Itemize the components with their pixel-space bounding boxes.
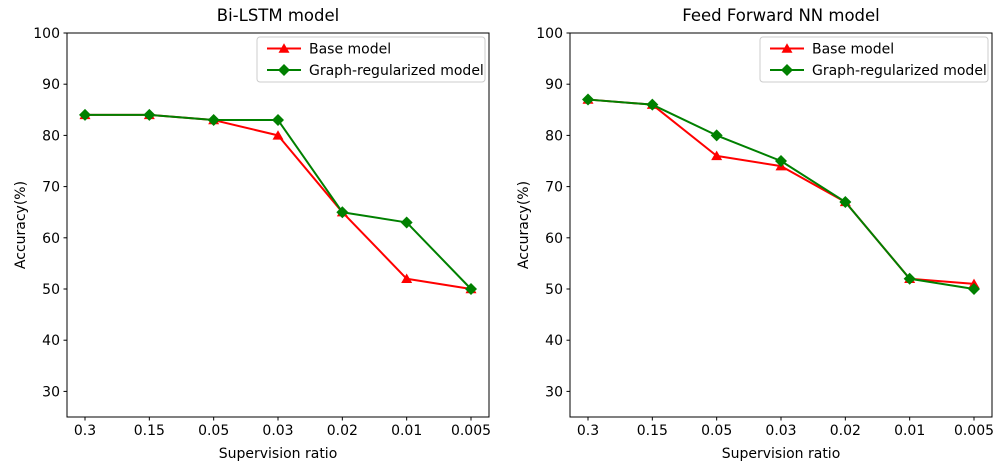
y-tick-label: 90 [42,77,60,93]
x-tick-label: 0.3 [74,423,96,439]
y-tick-label: 90 [545,77,563,93]
marker-diamond-icon [710,129,723,142]
marker-diamond-icon [775,155,787,167]
marker-diamond-icon [582,93,594,106]
plot-title: Feed Forward NN model [682,6,880,25]
marker-diamond-icon [143,108,156,121]
y-tick-label: 100 [536,26,563,42]
x-tick-label: 0.02 [327,423,358,439]
marker-diamond-icon [839,195,852,208]
legend-entry-label: Graph-regularized model [309,63,484,79]
legend-entry-label: Base model [309,42,391,58]
y-tick-label: 100 [33,26,60,42]
y-tick-label: 60 [42,231,60,247]
marker-diamond-icon [903,272,916,285]
plot-title: Bi-LSTM model [217,6,339,25]
marker-triangle-icon [711,150,723,161]
subplot-feedforward: 30 40 50 60 70 80 90 100 0.3 0.15 0.05 0.03 0.02 0.01… [516,6,994,462]
x-axis-label: Supervision ratio [219,446,338,462]
y-tick-label: 70 [42,180,60,196]
y-tick-label: 80 [545,128,563,144]
y-tick-label: 30 [42,384,60,400]
subplot-bilstm: 30 40 50 60 70 80 90 100 0.3 0.15 0.05 0.03 0.02 0.01… [13,6,491,462]
marker-diamond-icon [400,216,413,229]
legend-box [759,36,989,83]
x-tick-label: 0.03 [765,423,796,439]
marker-diamond-icon [646,98,659,111]
x-tick-label: 0.005 [954,423,994,439]
y-axis-label: Accuracy(%) [516,181,532,269]
y-tick-label: 70 [545,180,563,196]
series-line-base-model [587,98,975,285]
y-tick-label: 50 [42,282,60,298]
legend-box [256,36,486,83]
x-tick-label: 0.15 [637,423,668,439]
marker-diamond-icon [336,206,349,219]
x-tick-label: 0.02 [830,423,861,439]
legend-marker-diamond-icon [278,64,290,76]
x-axis-label: Supervision ratio [722,446,841,462]
y-tick-label: 80 [42,128,60,144]
marker-diamond-icon [79,108,91,121]
y-tick-label: 40 [42,333,60,349]
series-line-base-model [85,113,472,290]
series-line-graph-regularized-model [587,98,975,290]
plot-border [66,32,490,418]
legend: Base model Graph-regularized model [256,36,486,83]
plot-border [569,32,993,418]
marker-triangle-icon [401,273,413,283]
legend-marker-triangle-icon [781,43,793,53]
x-tick-label: 0.01 [894,423,925,439]
marker-diamond-icon [207,114,220,127]
legend-marker-triangle-icon [278,43,290,53]
y-tick-label: 40 [545,333,563,349]
y-tick-label: 50 [545,282,563,298]
marker-diamond-icon [272,114,284,127]
y-tick-label: 30 [545,384,563,400]
x-tick-label: 0.005 [451,423,491,439]
legend-entry-label: Base model [812,42,894,58]
marker-diamond-icon [465,283,477,295]
x-tick-label: 0.3 [577,423,599,439]
marker-diamond-icon [968,283,980,295]
legend: Base model Graph-regularized model [759,36,989,83]
x-tick-label: 0.03 [262,423,293,439]
x-tick-label: 0.01 [391,423,422,439]
x-tick-label: 0.15 [134,423,165,439]
x-tick-label: 0.05 [701,423,732,439]
marker-triangle-icon [272,130,284,140]
legend-marker-diamond-icon [781,64,793,76]
y-tick-label: 60 [545,231,563,247]
x-tick-label: 0.05 [198,423,229,439]
series-line-graph-regularized-model [85,113,472,290]
y-axis-label: Accuracy(%) [13,181,29,269]
legend-entry-label: Graph-regularized model [812,63,987,79]
